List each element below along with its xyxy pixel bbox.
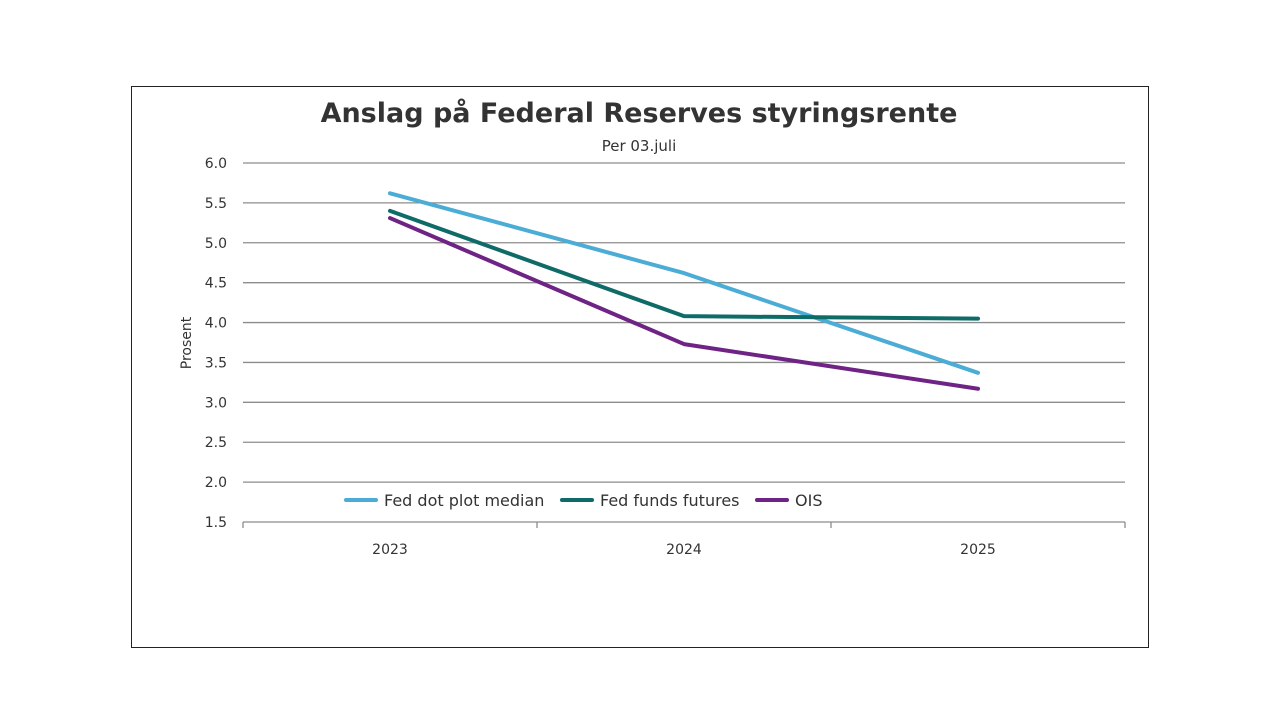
- series-line-fed-funds-futures: [388, 208, 980, 321]
- y-axis-label: Prosent: [179, 316, 195, 369]
- y-tick-label: 2.5: [205, 435, 227, 451]
- y-tick-label: 1.5: [205, 515, 227, 531]
- y-tick-label: 3.0: [205, 395, 227, 411]
- x-tick-label: 2024: [666, 542, 702, 558]
- x-tick-label: 2025: [960, 542, 996, 558]
- series-line-fed-dot-plot-median: [388, 191, 980, 375]
- series-line-ois: [388, 216, 980, 391]
- y-tick-label: 5.0: [205, 236, 227, 252]
- y-tick-label: 3.5: [205, 355, 227, 371]
- y-tick-label: 5.5: [205, 196, 227, 212]
- y-tick-label: 4.5: [205, 276, 227, 292]
- y-tick-label: 2.0: [205, 475, 227, 491]
- chart-subtitle: Per 03.juli: [602, 137, 677, 155]
- legend-label: OIS: [795, 491, 822, 510]
- x-tick-label: 2023: [372, 542, 408, 558]
- legend-label: Fed dot plot median: [384, 491, 544, 510]
- y-tick-label: 4.0: [205, 316, 227, 332]
- chart-frame: [131, 86, 1149, 648]
- chart-title: Anslag på Federal Reserves styringsrente: [321, 97, 958, 129]
- legend-label: Fed funds futures: [600, 491, 740, 510]
- y-tick-label: 6.0: [205, 156, 227, 172]
